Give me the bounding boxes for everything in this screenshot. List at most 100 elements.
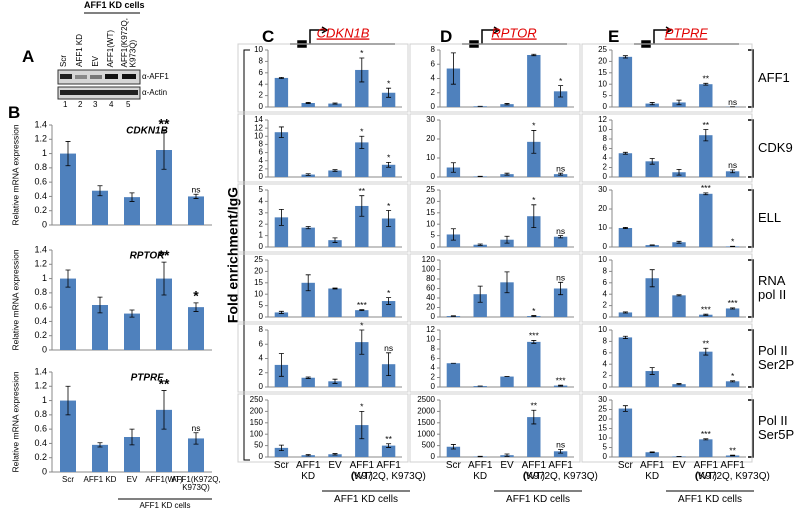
y-tick-label: 14 <box>254 115 263 124</box>
error-bar <box>703 192 709 196</box>
row-bracket <box>748 119 754 178</box>
y-tick-label: 100 <box>250 429 264 438</box>
plot-frame <box>237 393 409 463</box>
y-tick-label: 10 <box>426 335 435 344</box>
bar <box>60 153 76 225</box>
y-tick-label: 120 <box>422 255 436 264</box>
plot-frame <box>409 43 581 113</box>
error-bar <box>97 296 103 314</box>
y-tick-label: 1.4 <box>34 366 47 376</box>
y-tick-label: 20 <box>254 267 263 276</box>
bar <box>274 312 289 317</box>
y-tick-label: 1 <box>259 231 264 240</box>
y-tick-label: 6 <box>259 68 264 77</box>
bar <box>355 69 369 107</box>
plot-frame <box>237 183 409 253</box>
error-bar <box>730 169 736 174</box>
y-tick-label: 8 <box>603 267 608 276</box>
y-tick-label: 0.6 <box>34 424 47 434</box>
y-tick-label: 0.4 <box>34 316 47 326</box>
y-tick-label: 0 <box>603 452 608 461</box>
y-tick-label: 500 <box>422 441 436 450</box>
significance: ** <box>702 74 709 84</box>
bar <box>274 447 289 457</box>
error-bar <box>531 315 537 317</box>
error-bar <box>504 103 510 106</box>
error-bar <box>531 53 537 57</box>
y-tick-label: 0 <box>259 312 264 321</box>
lane-number: 2 <box>78 100 83 109</box>
error-bar <box>450 444 456 450</box>
bar <box>725 171 740 177</box>
significance: * <box>731 371 735 381</box>
error-bar <box>676 99 682 106</box>
plot-frame <box>409 183 581 253</box>
significance: * <box>387 288 391 298</box>
gene-name: PTPRF <box>665 25 709 40</box>
y-tick-label: 80 <box>426 274 435 283</box>
bar <box>301 103 315 107</box>
significance: ns <box>384 343 393 353</box>
lane-number: 1 <box>63 100 68 109</box>
error-bar <box>332 237 338 243</box>
error-bar <box>558 235 564 239</box>
error-bar <box>386 352 392 376</box>
plot-frame <box>409 393 581 463</box>
significance: ** <box>530 401 537 411</box>
error-bar <box>129 192 135 202</box>
y-tick-label: 20 <box>598 414 607 423</box>
bar <box>618 228 633 247</box>
error-bar <box>703 313 709 316</box>
y-tick-label: 200 <box>250 407 264 416</box>
y-tick-label: 10 <box>254 289 263 298</box>
y-tick-label: 5 <box>603 443 608 452</box>
y-tick-label: 0.8 <box>34 409 47 419</box>
bar <box>553 236 568 247</box>
error-bar <box>332 102 338 105</box>
bar <box>725 308 740 317</box>
bar <box>645 452 659 457</box>
bar <box>527 216 541 247</box>
bar <box>328 240 342 247</box>
bar <box>355 310 369 317</box>
y-tick-label: 8 <box>259 140 264 149</box>
y-tick-label: 2 <box>259 368 264 377</box>
lane-label: EV <box>91 56 100 67</box>
bar <box>124 437 140 472</box>
bar <box>500 376 514 387</box>
error-bar <box>504 235 510 244</box>
error-bar <box>477 243 483 246</box>
y-tick-label: 8 <box>603 134 608 143</box>
significance: *** <box>529 331 540 341</box>
y-tick-label: 20 <box>426 134 435 143</box>
y-tick-label: 4 <box>431 363 436 372</box>
bar <box>645 245 659 247</box>
chart-title: CDKN1B <box>126 126 168 137</box>
bar <box>527 141 541 177</box>
x-tick-label: EV <box>500 460 514 471</box>
bar <box>473 386 487 387</box>
y-axis-label: Relative mRNA expression <box>10 371 20 472</box>
error-bar <box>278 310 284 314</box>
y-tick-label: 0 <box>603 312 608 321</box>
error-bar <box>558 85 564 98</box>
lane-label: AFF1(WT) <box>106 29 115 67</box>
y-tick-label: 1.2 <box>34 134 47 144</box>
significance: *** <box>728 298 739 308</box>
panel-letter: B <box>8 103 21 122</box>
lane-number: 4 <box>109 100 114 109</box>
y-tick-label: 2 <box>431 373 436 382</box>
group-label: AFF1 KD cells <box>506 494 570 505</box>
y-tick-label: 2500 <box>417 395 435 404</box>
y-tick-label: 10 <box>426 153 435 162</box>
bar <box>553 288 568 317</box>
significance: ** <box>159 375 170 391</box>
bar <box>381 301 396 317</box>
error-bar <box>649 367 655 375</box>
significance: ** <box>385 434 392 444</box>
y-tick-label: 2 <box>431 88 436 97</box>
y-tick-label: 5 <box>603 91 608 100</box>
y-tick-label: 40 <box>426 293 435 302</box>
y-tick-label: 0 <box>431 102 436 111</box>
y-tick-label: 10 <box>598 433 607 442</box>
